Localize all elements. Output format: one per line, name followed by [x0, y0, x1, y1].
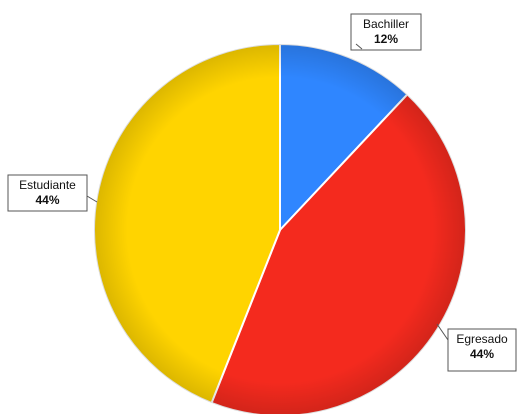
callout-box: [7, 174, 88, 212]
callout-box: [350, 13, 422, 51]
callout-box: [447, 328, 517, 372]
callout-leader-line: [355, 43, 363, 50]
callout-label: Estudiante: [19, 178, 76, 192]
callout-value: 44%: [470, 347, 494, 361]
callout-leader-line: [436, 323, 449, 341]
callout-value: 12%: [374, 32, 398, 46]
callout-value: 44%: [35, 193, 59, 207]
slices-layer: [93, 42, 467, 414]
callout-label: Egresado: [456, 332, 508, 346]
callout-label: Bachiller: [363, 17, 409, 31]
callout-leader-line: [86, 195, 98, 203]
